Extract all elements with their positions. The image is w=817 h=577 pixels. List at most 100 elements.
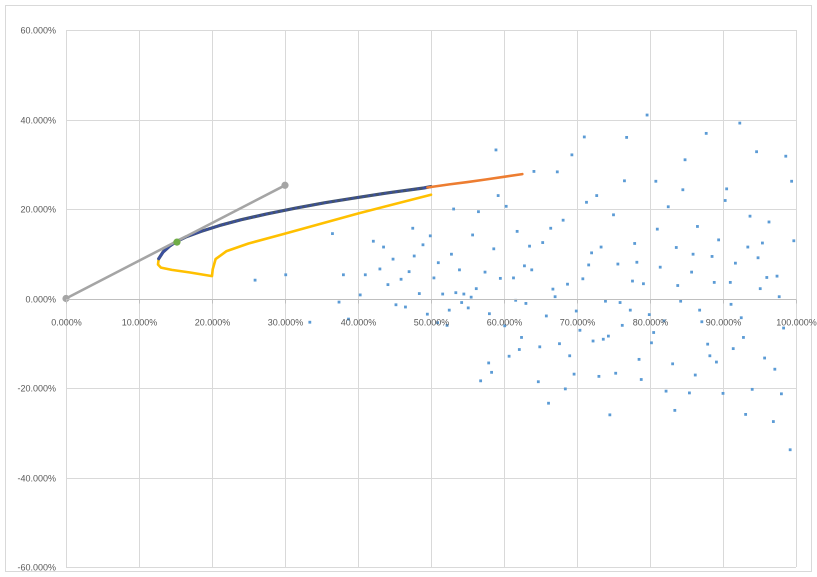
- scatter-point: [342, 273, 345, 277]
- series-marker: [218, 224, 221, 227]
- scatter-point: [494, 148, 498, 152]
- scatter-point: [777, 295, 781, 299]
- series-marker: [400, 189, 404, 193]
- scatter-point: [460, 301, 464, 304]
- scatter-point: [635, 260, 639, 264]
- scatter-point: [378, 267, 382, 271]
- scatter-point: [477, 210, 480, 214]
- series-marker: [345, 197, 349, 201]
- scatter-point: [590, 251, 593, 255]
- series-marker: [334, 199, 338, 203]
- series-marker: [208, 227, 212, 230]
- scatter-point: [496, 194, 500, 197]
- x-tick-label: 20.000%: [195, 318, 231, 328]
- series-marker: [265, 212, 269, 216]
- scatter-point: [625, 136, 629, 139]
- scatter-point: [691, 252, 695, 256]
- scatter-point: [445, 323, 449, 327]
- scatter-point: [553, 295, 557, 299]
- x-tick-label: 10.000%: [122, 318, 158, 328]
- series-marker: [214, 225, 218, 228]
- series-marker: [411, 188, 415, 191]
- scatter-point: [744, 413, 748, 416]
- series-marker: [284, 208, 288, 212]
- y-tick-label: 60.000%: [20, 26, 56, 36]
- series-marker: [356, 196, 360, 199]
- scatter-point: [450, 252, 453, 256]
- series-marker: [289, 207, 293, 211]
- series-marker: [248, 216, 252, 220]
- scatter-point: [572, 372, 576, 376]
- scatter-point: [549, 226, 553, 230]
- series-marker: [205, 228, 209, 231]
- scatter-point: [690, 270, 694, 274]
- scatter-point: [604, 299, 607, 303]
- scatter-point: [555, 170, 559, 174]
- scatter-point: [570, 153, 574, 157]
- scatter-point: [628, 308, 632, 312]
- scatter-point: [715, 360, 718, 364]
- scatter-point: [717, 238, 721, 242]
- scatter-point: [417, 292, 421, 295]
- scatter-point: [788, 448, 792, 452]
- scatter-point: [399, 277, 403, 281]
- scatter-point: [479, 379, 483, 383]
- x-tick-label: 50.000%: [414, 318, 450, 328]
- scatter-point: [676, 284, 680, 287]
- scatter-point: [253, 278, 257, 282]
- x-tick-label: 80.000%: [633, 318, 669, 328]
- scatter-point: [734, 261, 737, 265]
- highlight-point: [173, 238, 181, 246]
- scatter-point: [558, 342, 561, 346]
- scatter-point: [688, 391, 691, 395]
- scatter-point: [642, 282, 645, 286]
- scatter-point: [371, 239, 375, 243]
- scatter-point: [331, 232, 334, 236]
- scatter-point: [666, 205, 670, 209]
- scatter-point: [363, 273, 367, 277]
- series-marker: [236, 219, 239, 223]
- scatter-point: [696, 225, 699, 228]
- scatter-point: [411, 226, 415, 230]
- series-marker: [280, 209, 283, 213]
- scatter-point: [512, 276, 515, 280]
- scatter-point: [655, 227, 659, 231]
- scatter-point: [763, 356, 767, 360]
- scatter-point: [595, 194, 599, 197]
- scatter-point: [524, 302, 528, 305]
- series-marker: [299, 205, 303, 209]
- scatter-point: [721, 391, 725, 395]
- scatter-point: [404, 305, 407, 309]
- scatter-point: [790, 179, 794, 183]
- series-0: [253, 113, 796, 452]
- series-marker: [405, 188, 409, 192]
- y-tick-label: 20.000%: [20, 205, 56, 215]
- scatter-point: [780, 392, 783, 396]
- scatter-point: [308, 320, 312, 324]
- scatter-point: [591, 339, 595, 343]
- scatter-point: [784, 154, 788, 158]
- y-tick-label: 40.000%: [20, 116, 56, 126]
- scatter-point: [284, 273, 288, 277]
- scatter-point: [725, 187, 729, 191]
- scatter-point: [647, 313, 651, 317]
- scatter-point: [704, 131, 708, 135]
- scatter-point: [462, 292, 466, 296]
- series-3: [426, 172, 524, 189]
- x-axis-tick-labels: 0.000% 10.000% 20.000% 30.000% 40.000% 50.000…: [51, 318, 817, 328]
- scatter-point: [738, 121, 742, 125]
- scatter-point: [728, 280, 732, 284]
- series-marker: [239, 218, 243, 222]
- chart-border: [5, 5, 812, 572]
- scatter-point: [488, 312, 491, 316]
- series-5: [173, 238, 181, 246]
- scatter-point: [452, 207, 456, 211]
- scatter-point: [698, 308, 702, 312]
- data-series: [62, 113, 796, 452]
- scatter-point: [767, 220, 771, 224]
- scatter-point: [620, 323, 624, 327]
- series-marker: [309, 204, 312, 207]
- scatter-point: [436, 321, 439, 325]
- series-marker: [351, 196, 354, 200]
